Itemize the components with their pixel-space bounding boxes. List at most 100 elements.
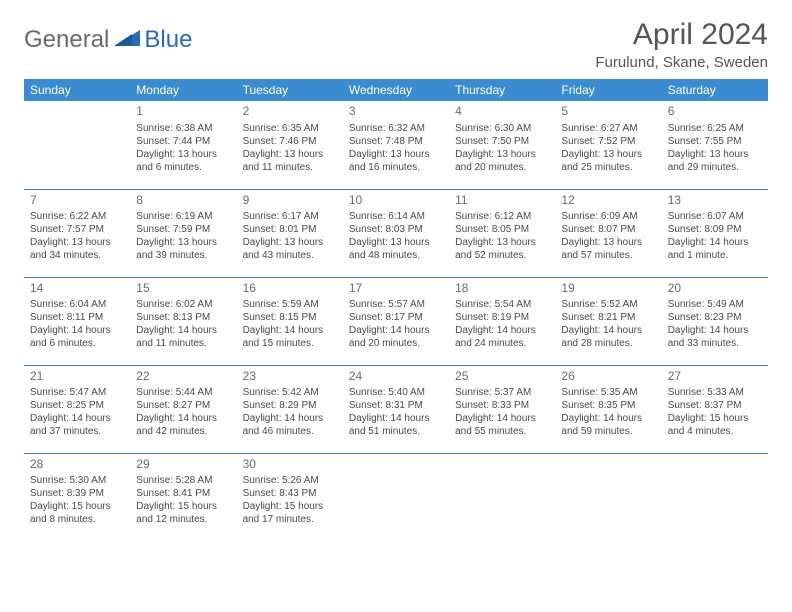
daylight-line: Daylight: 15 hours and 12 minutes. (136, 500, 230, 526)
sunrise-line: Sunrise: 5:37 AM (455, 386, 549, 399)
weekday-header: Sunday (24, 79, 130, 101)
calendar-cell: 21Sunrise: 5:47 AMSunset: 8:25 PMDayligh… (24, 365, 130, 453)
sunrise-line: Sunrise: 5:42 AM (243, 386, 337, 399)
sunset-line: Sunset: 8:43 PM (243, 487, 337, 500)
sunset-line: Sunset: 8:37 PM (668, 399, 762, 412)
calendar-cell: 3Sunrise: 6:32 AMSunset: 7:48 PMDaylight… (343, 101, 449, 189)
sunrise-line: Sunrise: 5:40 AM (349, 386, 443, 399)
sunset-line: Sunset: 8:15 PM (243, 311, 337, 324)
calendar-cell: 10Sunrise: 6:14 AMSunset: 8:03 PMDayligh… (343, 189, 449, 277)
day-number: 19 (561, 281, 655, 297)
daylight-line: Daylight: 13 hours and 16 minutes. (349, 148, 443, 174)
daylight-line: Daylight: 14 hours and 42 minutes. (136, 412, 230, 438)
day-number: 28 (30, 457, 124, 473)
day-number: 22 (136, 369, 230, 385)
daylight-line: Daylight: 13 hours and 57 minutes. (561, 236, 655, 262)
calendar-cell: 28Sunrise: 5:30 AMSunset: 8:39 PMDayligh… (24, 453, 130, 541)
calendar-cell: 25Sunrise: 5:37 AMSunset: 8:33 PMDayligh… (449, 365, 555, 453)
daylight-line: Daylight: 13 hours and 11 minutes. (243, 148, 337, 174)
weekday-header: Tuesday (237, 79, 343, 101)
sunset-line: Sunset: 8:09 PM (668, 223, 762, 236)
sunrise-line: Sunrise: 5:33 AM (668, 386, 762, 399)
sunrise-line: Sunrise: 5:59 AM (243, 298, 337, 311)
day-number: 14 (30, 281, 124, 297)
day-number: 8 (136, 193, 230, 209)
calendar-cell: 26Sunrise: 5:35 AMSunset: 8:35 PMDayligh… (555, 365, 661, 453)
weekday-header: Wednesday (343, 79, 449, 101)
day-number: 18 (455, 281, 549, 297)
calendar-cell: 14Sunrise: 6:04 AMSunset: 8:11 PMDayligh… (24, 277, 130, 365)
sunrise-line: Sunrise: 5:47 AM (30, 386, 124, 399)
sunset-line: Sunset: 8:33 PM (455, 399, 549, 412)
sunset-line: Sunset: 7:50 PM (455, 135, 549, 148)
day-number: 2 (243, 104, 337, 120)
sunset-line: Sunset: 8:35 PM (561, 399, 655, 412)
calendar-row: 28Sunrise: 5:30 AMSunset: 8:39 PMDayligh… (24, 453, 768, 541)
sunset-line: Sunset: 7:55 PM (668, 135, 762, 148)
daylight-line: Daylight: 13 hours and 39 minutes. (136, 236, 230, 262)
daylight-line: Daylight: 14 hours and 59 minutes. (561, 412, 655, 438)
sunrise-line: Sunrise: 5:28 AM (136, 474, 230, 487)
daylight-line: Daylight: 13 hours and 34 minutes. (30, 236, 124, 262)
calendar-cell: 18Sunrise: 5:54 AMSunset: 8:19 PMDayligh… (449, 277, 555, 365)
sunrise-line: Sunrise: 6:25 AM (668, 122, 762, 135)
day-number: 4 (455, 104, 549, 120)
daylight-line: Daylight: 13 hours and 29 minutes. (668, 148, 762, 174)
sunset-line: Sunset: 8:19 PM (455, 311, 549, 324)
day-number: 3 (349, 104, 443, 120)
logo-triangle-icon (114, 28, 140, 51)
day-number: 9 (243, 193, 337, 209)
daylight-line: Daylight: 14 hours and 28 minutes. (561, 324, 655, 350)
sunset-line: Sunset: 8:17 PM (349, 311, 443, 324)
daylight-line: Daylight: 14 hours and 20 minutes. (349, 324, 443, 350)
calendar-cell: 7Sunrise: 6:22 AMSunset: 7:57 PMDaylight… (24, 189, 130, 277)
sunset-line: Sunset: 8:13 PM (136, 311, 230, 324)
day-number: 26 (561, 369, 655, 385)
sunrise-line: Sunrise: 6:38 AM (136, 122, 230, 135)
daylight-line: Daylight: 14 hours and 37 minutes. (30, 412, 124, 438)
sunset-line: Sunset: 7:46 PM (243, 135, 337, 148)
daylight-line: Daylight: 14 hours and 33 minutes. (668, 324, 762, 350)
weekday-header: Saturday (662, 79, 768, 101)
calendar-cell: 22Sunrise: 5:44 AMSunset: 8:27 PMDayligh… (130, 365, 236, 453)
calendar-cell: 19Sunrise: 5:52 AMSunset: 8:21 PMDayligh… (555, 277, 661, 365)
brand-part2: Blue (144, 26, 192, 54)
day-number: 27 (668, 369, 762, 385)
calendar-cell: 4Sunrise: 6:30 AMSunset: 7:50 PMDaylight… (449, 101, 555, 189)
sunrise-line: Sunrise: 6:14 AM (349, 210, 443, 223)
daylight-line: Daylight: 15 hours and 8 minutes. (30, 500, 124, 526)
sunrise-line: Sunrise: 5:30 AM (30, 474, 124, 487)
day-number: 5 (561, 104, 655, 120)
calendar-cell (662, 453, 768, 541)
sunrise-line: Sunrise: 6:27 AM (561, 122, 655, 135)
sunrise-line: Sunrise: 6:04 AM (30, 298, 124, 311)
day-number: 23 (243, 369, 337, 385)
sunset-line: Sunset: 8:39 PM (30, 487, 124, 500)
daylight-line: Daylight: 14 hours and 51 minutes. (349, 412, 443, 438)
day-number: 10 (349, 193, 443, 209)
weekday-header: Thursday (449, 79, 555, 101)
sunset-line: Sunset: 8:03 PM (349, 223, 443, 236)
brand-logo: General Blue (24, 18, 192, 54)
daylight-line: Daylight: 14 hours and 15 minutes. (243, 324, 337, 350)
day-number: 30 (243, 457, 337, 473)
sunrise-line: Sunrise: 6:07 AM (668, 210, 762, 223)
sunset-line: Sunset: 8:05 PM (455, 223, 549, 236)
daylight-line: Daylight: 14 hours and 1 minute. (668, 236, 762, 262)
calendar-cell: 17Sunrise: 5:57 AMSunset: 8:17 PMDayligh… (343, 277, 449, 365)
calendar-cell (555, 453, 661, 541)
weekday-header: Monday (130, 79, 236, 101)
header: General Blue April 2024 Furulund, Skane,… (24, 18, 768, 71)
calendar-cell: 12Sunrise: 6:09 AMSunset: 8:07 PMDayligh… (555, 189, 661, 277)
sunrise-line: Sunrise: 5:26 AM (243, 474, 337, 487)
sunset-line: Sunset: 7:59 PM (136, 223, 230, 236)
calendar-cell: 1Sunrise: 6:38 AMSunset: 7:44 PMDaylight… (130, 101, 236, 189)
weekday-header-row: Sunday Monday Tuesday Wednesday Thursday… (24, 79, 768, 101)
calendar-row: 21Sunrise: 5:47 AMSunset: 8:25 PMDayligh… (24, 365, 768, 453)
daylight-line: Daylight: 13 hours and 6 minutes. (136, 148, 230, 174)
calendar-cell: 11Sunrise: 6:12 AMSunset: 8:05 PMDayligh… (449, 189, 555, 277)
sunset-line: Sunset: 8:21 PM (561, 311, 655, 324)
daylight-line: Daylight: 14 hours and 46 minutes. (243, 412, 337, 438)
sunrise-line: Sunrise: 5:54 AM (455, 298, 549, 311)
day-number: 15 (136, 281, 230, 297)
